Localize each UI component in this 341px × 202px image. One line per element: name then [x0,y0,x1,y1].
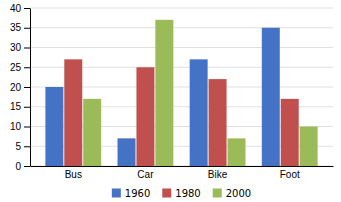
tick-label: 40 [10,3,22,14]
tick: 30 [10,42,30,53]
tick-mark [24,8,30,9]
tick-mark [24,28,30,29]
tick-label: 5 [15,141,21,152]
tick: 5 [15,141,30,152]
tick-mark [24,67,30,68]
legend-item: 1980 [162,188,200,199]
tick-label: Foot [280,169,300,180]
tick-mark [24,87,30,88]
grid-line [30,27,333,28]
bar [281,99,299,166]
tick-label: 15 [10,101,22,112]
tick: Car [137,169,154,180]
tick: 10 [10,121,30,132]
bar [83,99,101,166]
plot: 0 5 10 15 20 25 30 35 40 Bus Car Bike Foot [10,3,334,180]
tick: Bike [208,169,228,180]
tick-label: Bus [65,169,82,180]
bars [45,20,317,166]
legend-label: 2000 [226,188,251,199]
tick-label: 0 [15,161,21,172]
bar [262,28,280,166]
tick: 25 [10,62,30,73]
bar [300,127,318,167]
tick: 0 [15,161,30,172]
tick: Bus [65,169,82,180]
chart: 0 5 10 15 20 25 30 35 40 Bus Car Bike Foot 1960 1980 20… [0,0,341,202]
bar [209,79,227,166]
bar-series [64,59,298,166]
legend: 1960 1980 2000 [112,188,251,199]
legend-label: 1980 [175,188,200,199]
legend-label: 1960 [125,188,150,199]
tick-label: Car [137,169,154,180]
bar [136,67,154,166]
axis-line [30,9,31,167]
legend-swatch [112,189,121,198]
tick-mark [24,127,30,128]
tick: 35 [10,22,30,33]
x-axis: Bus Car Bike Foot [31,167,334,181]
tick-label: 30 [10,42,22,53]
tick: 40 [10,3,30,14]
tick: Foot [280,169,300,180]
tick-mark [24,146,30,147]
bar [190,59,208,166]
tick-label: 10 [10,121,22,132]
tick-mark [24,107,30,108]
bar [228,138,246,166]
legend-swatch [213,189,222,198]
y-axis: 0 5 10 15 20 25 30 35 40 [10,3,31,172]
tick-label: 25 [10,62,22,73]
bar [118,138,136,166]
grid [30,8,333,166]
bar [64,59,82,166]
grid-line [30,8,333,9]
tick: 15 [10,101,30,112]
bar [45,87,63,166]
grid-line [30,47,333,48]
tick-label: 35 [10,22,22,33]
bar-series [83,20,317,166]
tick-mark [24,48,30,49]
bar [155,20,173,166]
legend-item: 1960 [112,188,150,199]
legend-swatch [162,189,171,198]
tick: 20 [10,82,30,93]
tick-label: Bike [208,169,228,180]
legend-item: 2000 [213,188,251,199]
axis-line [31,166,334,167]
tick-label: 20 [10,82,22,93]
tick-mark [24,166,30,167]
